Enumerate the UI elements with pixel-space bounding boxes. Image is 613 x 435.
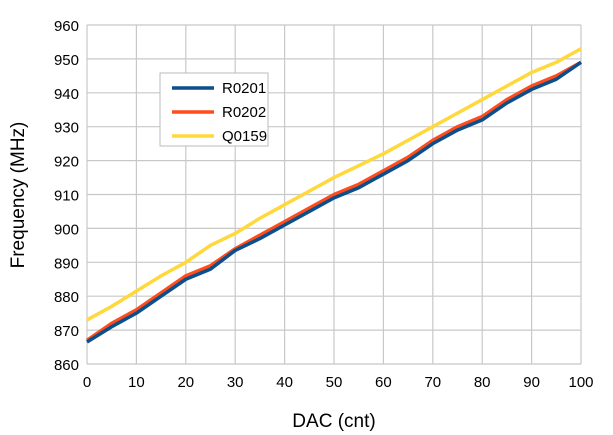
- x-tick-label: 40: [276, 374, 293, 391]
- x-tick-labels: 0 10 20 30 40 50 60 70 80 90 100: [83, 374, 594, 391]
- x-tick-label: 90: [523, 374, 540, 391]
- x-tick-label: 50: [326, 374, 343, 391]
- series-line-r0202: [86, 60, 582, 342]
- x-tick-label: 20: [177, 374, 194, 391]
- legend-label: Q0159: [222, 128, 267, 145]
- y-tick-label: 880: [54, 289, 79, 306]
- x-tick-label: 80: [474, 374, 491, 391]
- y-tick-label: 910: [54, 188, 79, 205]
- legend-label: R0202: [222, 104, 266, 121]
- y-axis-label: Frequency (MHz): [8, 122, 29, 269]
- x-tick-label: 10: [128, 374, 145, 391]
- y-tick-label: 920: [54, 154, 79, 171]
- x-tick-label: 100: [568, 374, 593, 391]
- x-tick-label: 70: [424, 374, 441, 391]
- y-tick-label: 870: [54, 323, 79, 340]
- y-tick-label: 950: [54, 52, 79, 69]
- series-line-r0201: [86, 60, 582, 344]
- legend-label: R0201: [222, 80, 266, 97]
- x-tick-label: 60: [375, 374, 392, 391]
- y-tick-label: 940: [54, 86, 79, 103]
- x-tick-label: 30: [227, 374, 244, 391]
- series-lines: [86, 47, 582, 344]
- y-tick-label: 890: [54, 255, 79, 272]
- y-tick-label: 930: [54, 120, 79, 137]
- y-tick-label: 860: [54, 357, 79, 374]
- x-axis-label: DAC (cnt): [292, 411, 375, 432]
- y-tick-label: 900: [54, 221, 79, 238]
- y-tick-label: 960: [54, 18, 79, 35]
- series-line-q0159: [86, 47, 582, 322]
- legend: R0201 R0202 Q0159: [159, 72, 269, 147]
- x-tick-label: 0: [83, 374, 91, 391]
- y-tick-labels: 860 870 880 890 900 910 920 930 940 950 960: [54, 18, 79, 374]
